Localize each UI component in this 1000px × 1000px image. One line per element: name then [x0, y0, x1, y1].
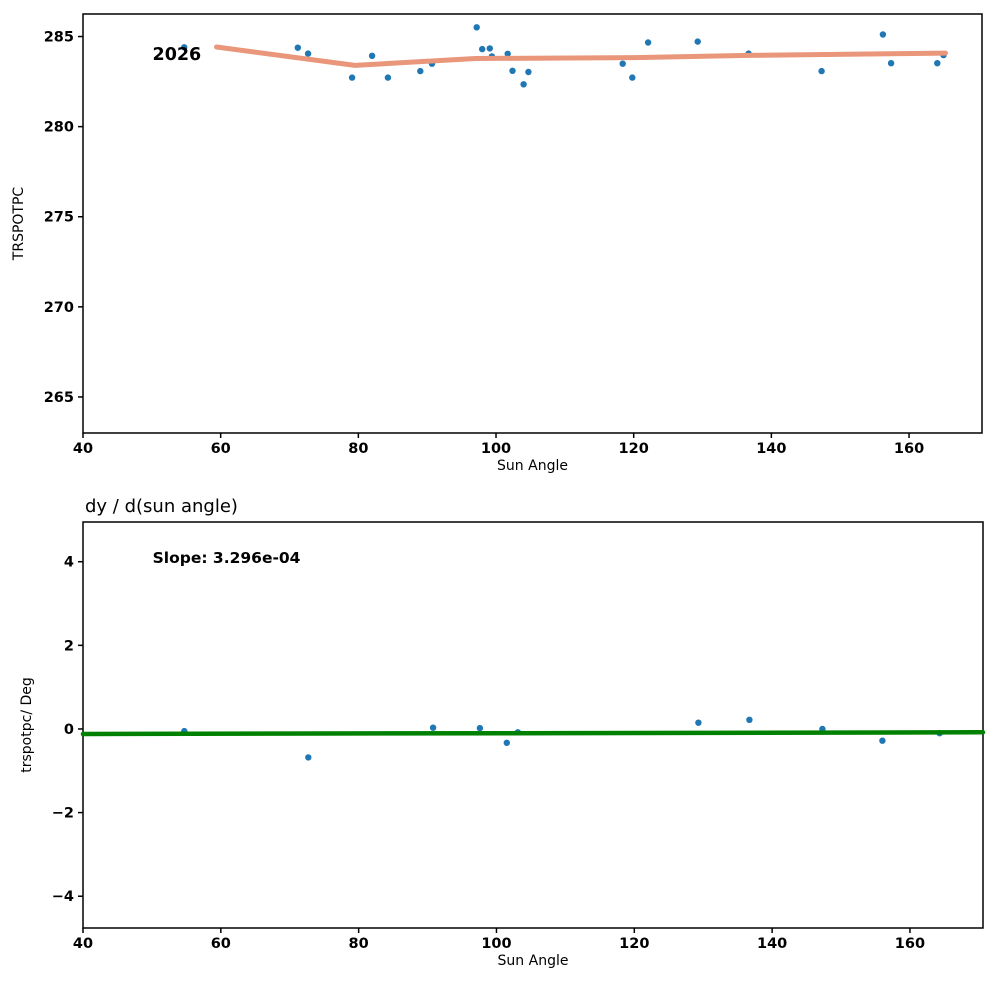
y-tick-label: −2: [52, 806, 74, 822]
x-tick-label: 120: [619, 441, 649, 457]
y-axis-label: TRSPOTPC: [11, 187, 27, 262]
scatter-point: [694, 38, 701, 45]
scatter-point: [695, 719, 702, 726]
scatter-point: [476, 724, 484, 732]
x-axis-label: Sun Angle: [497, 458, 568, 474]
scatter-point: [818, 67, 825, 75]
scatter-point: [629, 74, 636, 81]
x-tick-label: 60: [211, 441, 231, 457]
x-tick-label: 140: [756, 441, 786, 457]
annotation-text: Slope: 3.296e-04: [153, 549, 301, 567]
scatter-point: [619, 60, 626, 67]
scatter-point: [503, 739, 510, 746]
x-tick-label: 40: [73, 441, 93, 457]
scatter-point: [879, 737, 886, 744]
y-tick-label: 4: [64, 555, 74, 571]
x-tick-label: 160: [894, 441, 924, 457]
scatter-point: [525, 68, 532, 76]
x-tick-label: 80: [348, 441, 368, 457]
x-axis-label: Sun Angle: [498, 953, 569, 969]
scatter-point: [479, 45, 486, 53]
scatter-point: [887, 60, 895, 67]
scatter-point: [294, 44, 301, 51]
scatter-point: [934, 60, 941, 67]
scatter-point: [384, 74, 392, 81]
x-tick-label: 160: [895, 936, 925, 952]
scatter-point: [879, 31, 887, 38]
y-tick-label: −4: [52, 889, 74, 905]
y-tick-label: 275: [44, 210, 74, 226]
plot-frame: [82, 521, 984, 929]
x-tick-label: 80: [349, 936, 369, 952]
chart-title: dy / d(sun angle): [85, 496, 238, 517]
scatter-point: [348, 74, 356, 81]
y-tick-label: 265: [44, 390, 74, 406]
y-tick-label: 2: [64, 638, 74, 654]
y-tick-label: 285: [44, 30, 74, 46]
scatter-point: [417, 67, 424, 75]
scatter-point: [504, 50, 511, 57]
y-tick-label: 270: [44, 300, 74, 316]
y-tick-label: 0: [64, 722, 74, 738]
x-tick-label: 100: [481, 936, 511, 952]
bottom-chart: 40 60 80 100 120 140 160 −4 −2 0 2 4 Slope: 3.296e-0…: [19, 496, 986, 969]
plot-frame: [82, 13, 983, 434]
x-tick-label: 140: [757, 936, 787, 952]
scatter-point: [509, 67, 516, 75]
x-tick-label: 100: [481, 441, 511, 457]
annotation-text: 2026: [153, 45, 202, 65]
scatter-point: [520, 81, 527, 88]
y-tick-label: 280: [44, 120, 74, 136]
scatter-point: [429, 724, 437, 731]
scatter-point: [746, 716, 753, 723]
trend-line-2026: [214, 44, 948, 68]
y-axis-label: trspotpc/ Deg: [19, 677, 35, 773]
scatter-point: [473, 24, 480, 31]
scatter-point: [305, 754, 312, 761]
x-tick-label: 40: [73, 936, 93, 952]
x-tick-label: 120: [619, 936, 649, 952]
scatter-point: [644, 39, 652, 46]
x-tick-label: 60: [211, 936, 231, 952]
top-chart: 40 60 80 100 120 140 160 265 270 275 280 285 2026 Sun…: [11, 13, 983, 474]
scatter-point: [368, 52, 376, 59]
scatter-point: [181, 44, 188, 51]
scatter-point: [304, 50, 312, 57]
slope-fit-line: [80, 730, 986, 737]
scatter-point: [486, 45, 493, 52]
